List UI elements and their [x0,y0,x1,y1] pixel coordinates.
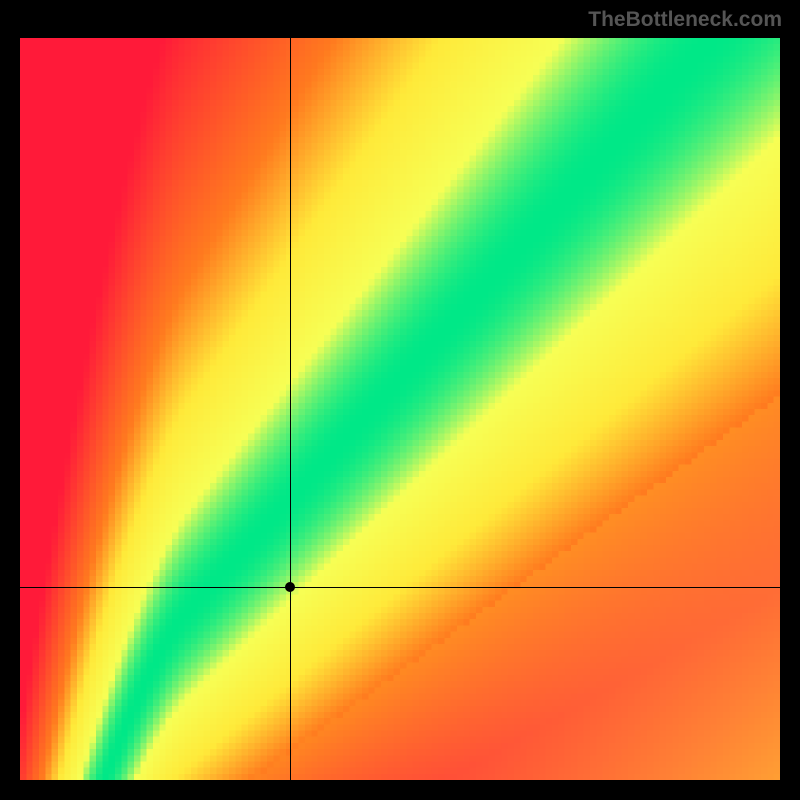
plot-area [20,38,780,780]
attribution-text: TheBottleneck.com [588,8,782,32]
chart-container: TheBottleneck.com [0,0,800,800]
crosshair-horizontal [20,587,780,588]
crosshair-marker [285,582,295,592]
crosshair-vertical [290,38,291,780]
heatmap-canvas [20,38,780,780]
